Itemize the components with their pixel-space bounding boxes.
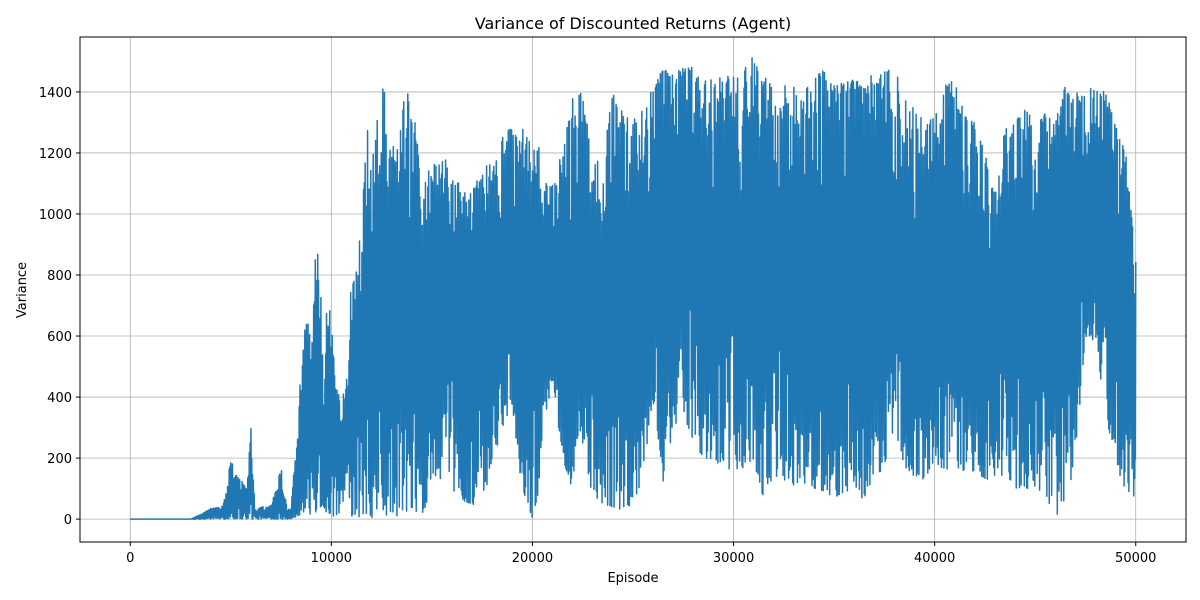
y-tick-label: 600 <box>47 330 72 345</box>
x-tick-label: 20000 <box>512 551 553 566</box>
axis-ticks: 0 10000 20000 30000 40000 50000 0 200 400 600 800 1… <box>39 86 1157 566</box>
y-tick-label: 200 <box>47 452 72 467</box>
chart-title: Variance of Discounted Returns (Agent) <box>475 14 791 33</box>
series-layer <box>129 57 1137 520</box>
y-tick-label: 800 <box>47 269 72 284</box>
x-tick-label: 0 <box>126 551 134 566</box>
y-tick-label: 1000 <box>39 208 72 223</box>
x-axis-title: Episode <box>607 571 658 586</box>
plot-frame <box>79 36 1187 543</box>
x-tick-label: 30000 <box>713 551 754 566</box>
x-tick-label: 40000 <box>914 551 955 566</box>
y-tick-label: 1400 <box>39 86 72 101</box>
series-line <box>129 57 1137 520</box>
x-tick-label: 50000 <box>1115 551 1156 566</box>
y-axis-title: Variance <box>15 262 30 318</box>
x-tick-label: 10000 <box>311 551 352 566</box>
y-tick-label: 0 <box>64 513 72 528</box>
y-tick-label: 1200 <box>39 147 72 162</box>
y-tick-label: 400 <box>47 391 72 406</box>
